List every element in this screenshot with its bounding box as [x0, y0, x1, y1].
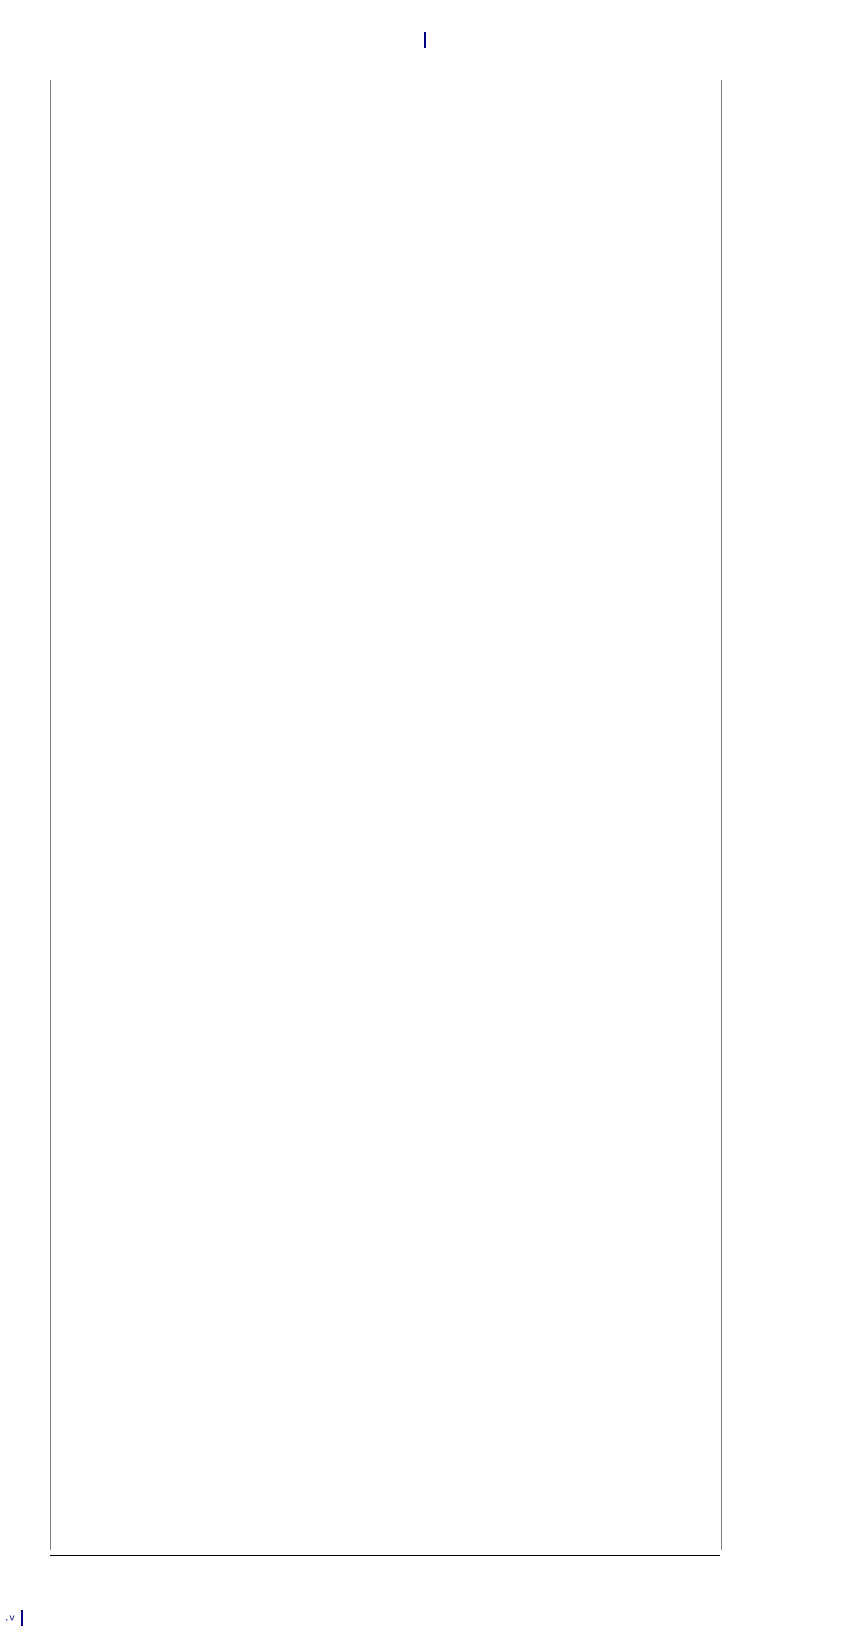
scale-bar-icon: [424, 32, 426, 48]
title-block: [0, 0, 850, 48]
x-axis: [50, 1555, 720, 1596]
plot-area: [50, 80, 722, 1550]
header: [0, 0, 850, 80]
footer: .v: [0, 1596, 850, 1634]
footer-scale-icon: .v: [4, 1614, 15, 1624]
scale-line: [0, 32, 850, 48]
footer-scale-bar-icon: [21, 1610, 23, 1626]
